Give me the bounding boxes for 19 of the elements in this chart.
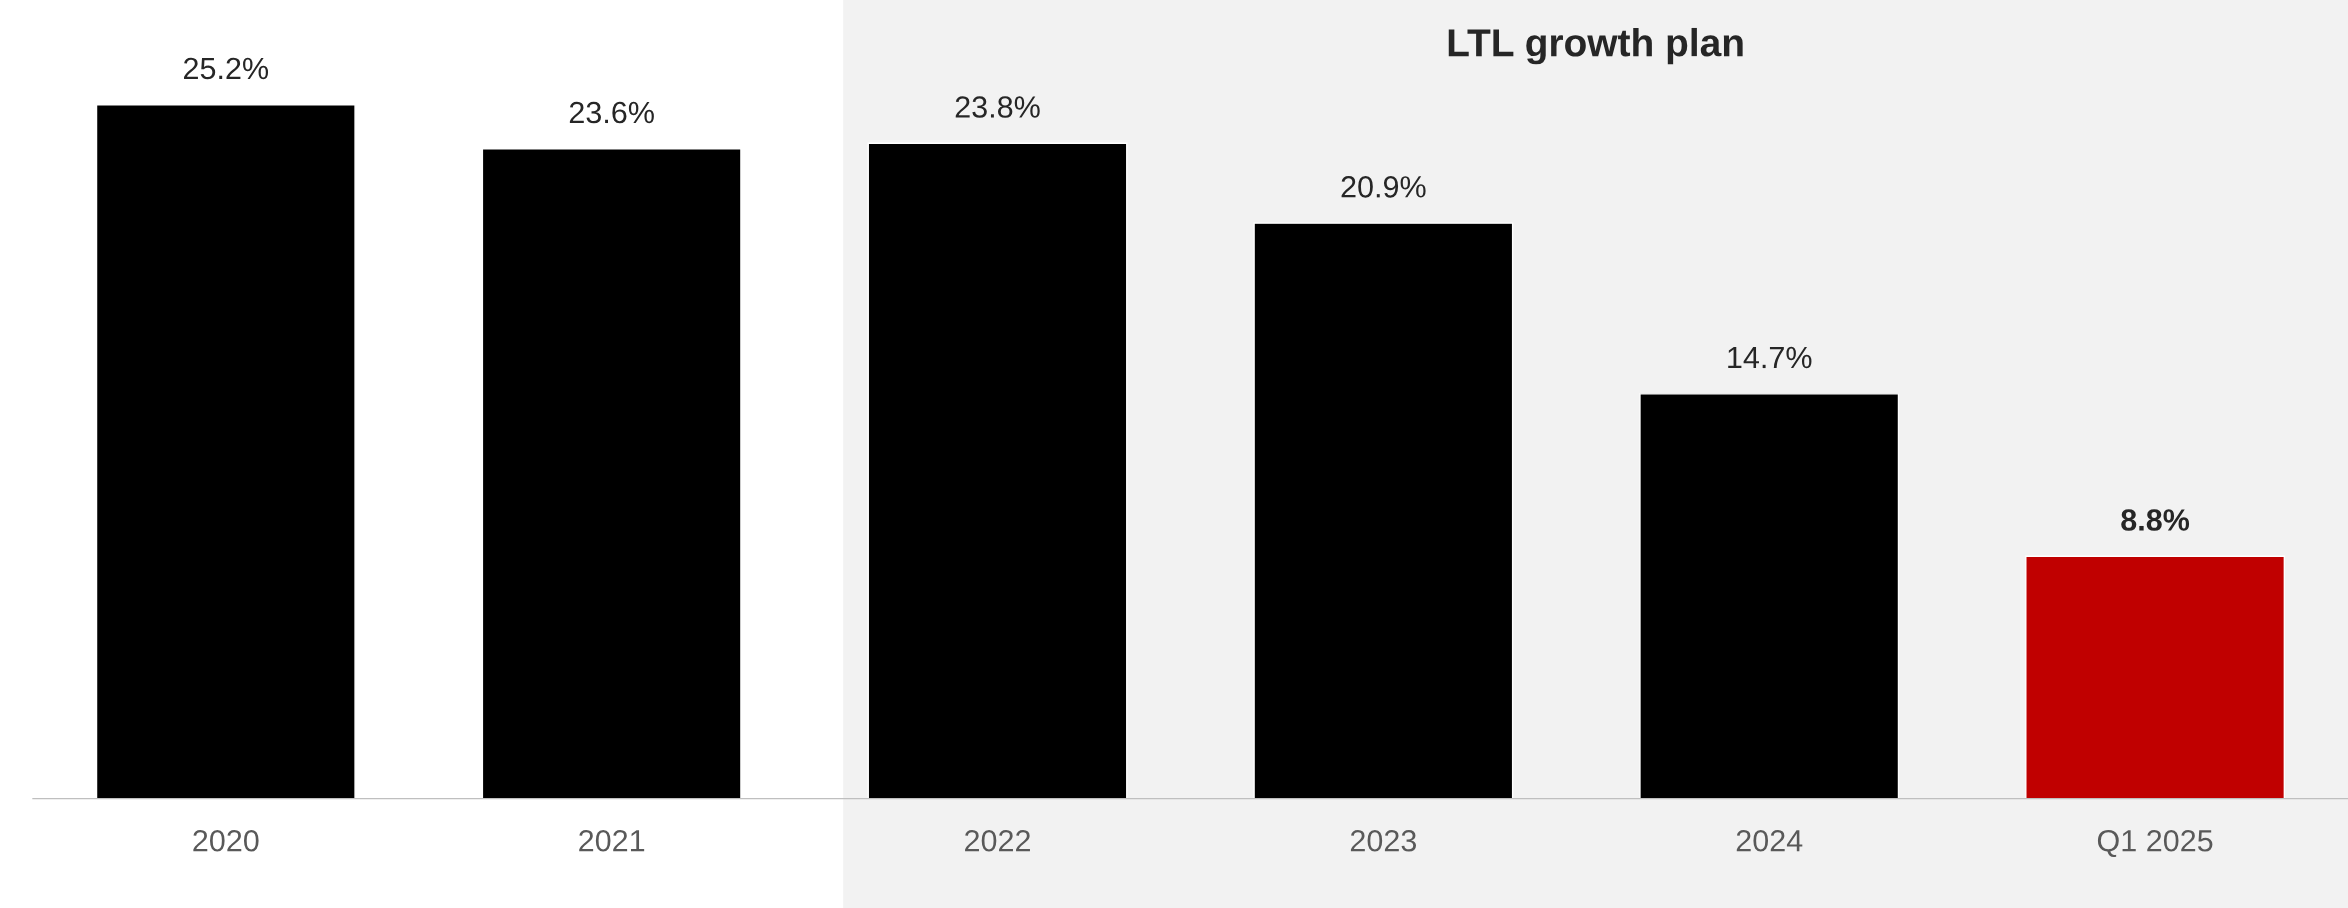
- data-label: 8.8%: [2121, 509, 2190, 531]
- bar: [1253, 222, 1514, 799]
- x-tick-label: 2020: [193, 829, 259, 852]
- bar: [1639, 393, 1900, 799]
- band-label: LTL growth plan: [1448, 27, 1743, 65]
- x-tick-label: 2024: [1736, 829, 1803, 852]
- bar: [867, 142, 1128, 799]
- x-tick-label: Q1 2025: [2097, 829, 2213, 858]
- bar: [481, 148, 742, 799]
- bar: [95, 104, 356, 799]
- x-tick-label: 2023: [1350, 829, 1417, 852]
- bar: [2025, 555, 2286, 799]
- data-label: 23.8%: [955, 96, 1040, 118]
- x-tick-label: 2021: [579, 829, 645, 852]
- data-label: 14.7%: [1728, 346, 1812, 369]
- data-label: 20.9%: [1341, 176, 1426, 198]
- data-label: 25.2%: [184, 57, 269, 80]
- x-tick-label: 2022: [965, 829, 1030, 852]
- data-label: 23.6%: [569, 101, 654, 124]
